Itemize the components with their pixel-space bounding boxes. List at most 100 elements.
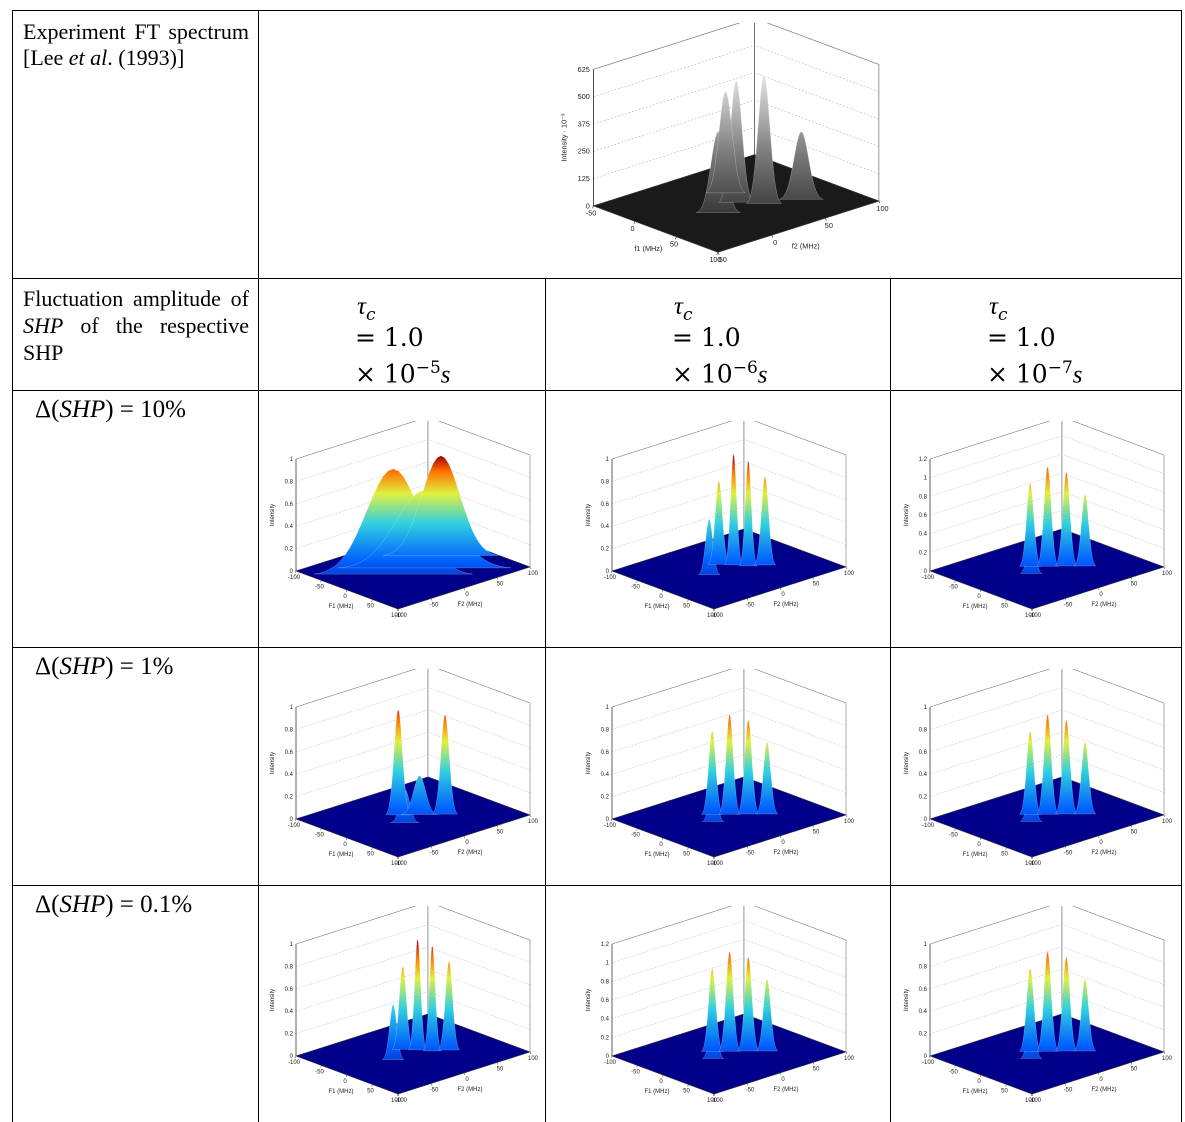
y-tick: [430, 1083, 432, 1086]
y-tick: [1163, 814, 1166, 817]
x-axis-label: F1 (MHz): [644, 604, 669, 610]
z-axis-label: Intensity: [586, 504, 592, 526]
z-tick-label: 0.2: [284, 794, 293, 800]
tau-unit: s: [1072, 361, 1083, 389]
grid-line: [295, 439, 530, 482]
y-tick: [1031, 608, 1034, 612]
z-tick-label: 0.6: [919, 513, 928, 519]
x-tick: [954, 580, 956, 583]
x-axis-label: f1 (MHz): [634, 244, 662, 253]
tau-value: = 1.0: [355, 323, 424, 352]
x-tick: [370, 599, 373, 602]
z-tick-label: 0.6: [600, 502, 609, 508]
y-tick-label: -50: [429, 1088, 438, 1094]
x-tick-label: 50: [1001, 851, 1008, 857]
spectrum-plot: 00.20.40.60.811.2-100-50050100-100-50050…: [586, 906, 854, 1104]
row-label: Fluctuation amplitude of SHP of the resp…: [23, 285, 249, 366]
peak: [437, 960, 460, 1051]
grid-line: [929, 946, 1165, 989]
grid-line: [295, 968, 530, 1012]
y-tick-label: 50: [812, 1067, 819, 1073]
grid-line: [929, 924, 1165, 967]
y-tick-label: 100: [527, 571, 537, 577]
y-tick: [496, 577, 498, 580]
x-tick: [319, 580, 322, 583]
y-axis-label: F2 (MHz): [1092, 602, 1117, 608]
y-tick: [463, 587, 465, 591]
x-tick: [633, 221, 636, 224]
tau-line: = 1.0: [355, 321, 424, 355]
z-axis-label: Intensity: [270, 989, 276, 1011]
tau-factor: × 10: [987, 359, 1048, 389]
grid-line: [611, 957, 846, 1001]
tau-line: τc: [989, 289, 1007, 332]
peak: [1036, 713, 1059, 814]
text: Fluctuation amplitude of: [23, 286, 249, 311]
y-tick: [812, 1062, 814, 1065]
y-tick-label: 0: [773, 238, 777, 247]
tau-factor: × 10: [355, 359, 416, 389]
y-tick: [845, 1051, 847, 1055]
y-tick-label: -50: [429, 603, 438, 609]
z-tick-label: 0.4: [919, 1009, 928, 1015]
y-tick: [463, 835, 465, 838]
peak: [1036, 951, 1059, 1052]
x-tick-label: 100: [706, 613, 717, 619]
peak: [422, 945, 442, 1052]
z-tick-label: 0.8: [284, 727, 293, 733]
peak: [755, 741, 778, 814]
y-tick: [878, 200, 881, 204]
z-tick-label: 500: [578, 92, 590, 101]
peak: [705, 91, 746, 194]
y-tick-label: 100: [843, 1056, 853, 1062]
text-italic: SHP: [59, 653, 106, 680]
z-tick-label: 0.2: [919, 794, 928, 800]
grid-line: [593, 45, 879, 97]
text-italic: SHP: [59, 891, 106, 918]
label-cell: Δ(SHP) = 10%: [12, 390, 258, 647]
text: of the respective SHP: [23, 313, 249, 365]
z-tick-label: 0.8: [600, 727, 609, 733]
grid-line: [929, 510, 1165, 553]
y-tick-label: 100: [843, 819, 853, 825]
tau-subscript: c: [365, 305, 376, 325]
y-tick-label: -50: [1064, 1088, 1073, 1094]
x-tick-label: 0: [977, 594, 981, 600]
y-tick: [529, 1051, 531, 1055]
x-tick-label: 100: [709, 255, 721, 264]
text-italic: SHP: [23, 313, 64, 338]
x-tick-label: 0: [659, 842, 663, 848]
z-tick-label: 1: [605, 457, 609, 463]
grid-line: [611, 939, 846, 982]
z-tick-label: 0: [289, 569, 293, 575]
z-tick-label: 0.4: [600, 524, 609, 530]
y-tick: [1163, 1051, 1166, 1055]
image-cell: 0 0.2 0.4 0.6 0.8 1 -100 -50 0 50 100 -100 -50 0 50 100…: [545, 390, 890, 647]
y-tick-label: 0: [781, 840, 785, 846]
x-tick: [635, 1065, 638, 1068]
y-tick-label: -50: [745, 850, 754, 856]
y-axis-label: F2 (MHz): [773, 602, 798, 608]
x-axis-label: F1 (MHz): [963, 604, 988, 610]
y-tick-label: 50: [812, 582, 819, 588]
header-cell: τc = 1.0 × 10−7s: [890, 278, 1182, 390]
z-axis-label: Intensity: [904, 751, 910, 773]
z-tick-label: 0.6: [919, 749, 928, 755]
grid-line: [295, 668, 530, 707]
grid-line: [593, 99, 879, 152]
grid-line: [593, 72, 879, 125]
y-tick: [397, 1093, 399, 1097]
y-tick-label: -100: [1029, 1098, 1042, 1104]
x-tick: [712, 856, 714, 859]
text: Δ(: [35, 891, 60, 918]
grid-line: [295, 924, 530, 967]
x-axis-label: F1 (MHz): [644, 852, 669, 858]
z-tick-label: 0: [605, 569, 609, 575]
z-tick-label: 0: [586, 201, 590, 210]
x-tick-label: -50: [949, 585, 958, 591]
grid-line: [295, 461, 530, 504]
tau-symbol: τ: [989, 293, 998, 320]
peak: [753, 475, 776, 566]
label-cell: Δ(SHP) = 1%: [12, 647, 258, 885]
